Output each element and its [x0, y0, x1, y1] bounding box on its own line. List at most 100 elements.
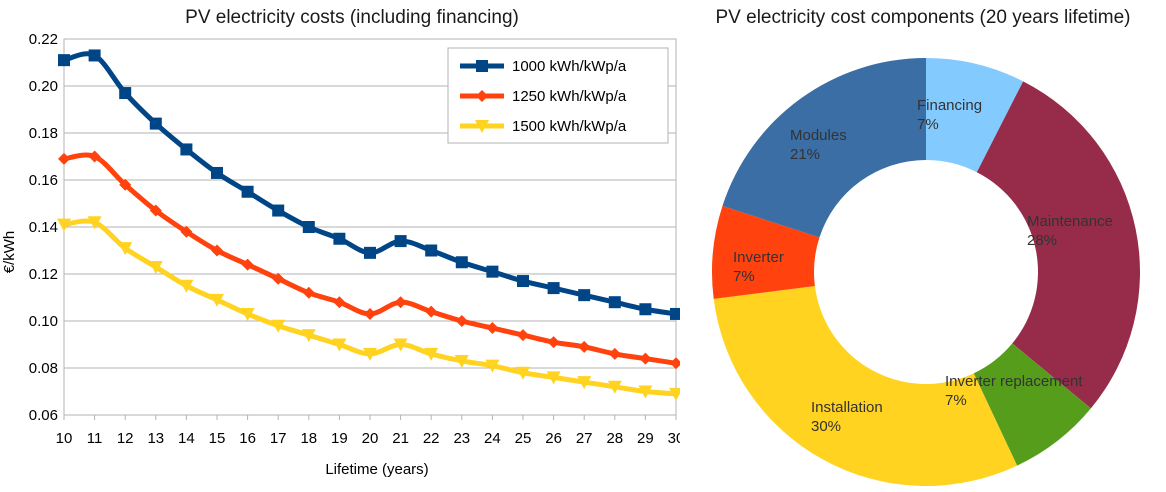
y-tick-label: 0.10 [29, 313, 58, 330]
legend-swatch-marker [475, 120, 489, 133]
data-point [148, 260, 163, 274]
slice-label: Installation 30% [811, 399, 883, 435]
legend-item: 1250 kWh/kWp/a [460, 88, 627, 105]
x-tick-label: 30 [668, 430, 680, 447]
donut-slice [722, 58, 926, 238]
data-point [639, 352, 652, 365]
x-tick-label: 28 [606, 430, 623, 447]
data-point [211, 244, 223, 257]
data-point [87, 216, 102, 230]
data-point [578, 340, 591, 353]
slice-percent: 7% [733, 268, 755, 285]
donut-slice [713, 286, 1018, 486]
slice-name: Modules [790, 127, 847, 144]
x-tick-label: 11 [87, 430, 103, 447]
data-point [210, 293, 224, 307]
data-point [424, 347, 439, 361]
x-tick-label: 15 [209, 430, 226, 447]
data-point [608, 296, 621, 309]
y-tick-label: 0.12 [29, 266, 58, 283]
data-point [364, 307, 376, 320]
legend-label: 1250 kWh/kWp/a [512, 88, 627, 105]
legend-item: 1500 kWh/kWp/a [460, 118, 627, 135]
data-point [119, 178, 132, 191]
x-tick-label: 13 [147, 430, 164, 447]
data-point [669, 387, 680, 401]
data-point [363, 347, 377, 361]
legend-label: 1000 kWh/kWp/a [512, 58, 627, 75]
data-point [486, 265, 499, 278]
data-point [638, 385, 653, 399]
slice-name: Maintenance [1027, 213, 1113, 230]
data-point [58, 152, 70, 165]
legend-label: 1500 kWh/kWp/a [512, 118, 627, 135]
donut-slice [976, 81, 1140, 409]
data-point [607, 380, 622, 394]
data-point [272, 204, 285, 217]
x-axis-label: Lifetime (years) [325, 461, 428, 478]
data-point [455, 256, 468, 269]
slice-label: Inverter replacement 7% [945, 373, 1083, 409]
data-point [149, 204, 162, 217]
x-tick-label: 18 [300, 430, 317, 447]
data-point [394, 235, 407, 248]
slice-label: Financing 7% [917, 97, 982, 133]
legend-swatch-marker [476, 60, 488, 72]
data-point [302, 221, 315, 233]
line-chart: PV electricity costs (including financin… [1, 7, 680, 478]
data-point [240, 307, 255, 321]
data-point [394, 296, 407, 309]
x-tick-label: 22 [423, 430, 440, 447]
x-tick-label: 21 [392, 430, 409, 447]
x-tick-label: 24 [484, 430, 501, 447]
data-point [119, 87, 132, 100]
data-point [333, 296, 346, 309]
data-point [516, 366, 530, 380]
x-tick-label: 27 [576, 430, 593, 447]
legend-swatch-marker [476, 90, 488, 102]
x-tick-label: 29 [637, 430, 654, 447]
data-point [364, 246, 376, 259]
legend: 1000 kWh/kWp/a 1250 kWh/kWp/a 1500 kWh/kWp… [447, 47, 669, 144]
slice-percent: 21% [790, 146, 820, 163]
x-tick-label: 25 [515, 430, 532, 447]
data-point [608, 347, 621, 360]
data-point [670, 357, 680, 370]
y-tick-label: 0.18 [29, 125, 58, 142]
data-point [547, 336, 560, 349]
data-point [517, 275, 529, 288]
data-point [301, 329, 316, 343]
data-point [393, 338, 408, 352]
slice-label: Modules 21% [790, 127, 847, 163]
data-point [577, 376, 592, 390]
series-1 [58, 150, 680, 370]
series-2 [57, 216, 680, 401]
slice-label: Inverter 7% [733, 249, 784, 285]
data-point [485, 359, 500, 373]
y-tick-label: 0.06 [29, 407, 58, 424]
y-tick-label: 0.22 [29, 31, 58, 48]
series-0 [58, 49, 680, 320]
data-point [486, 322, 499, 335]
slice-name: Installation [811, 399, 883, 416]
data-point [425, 244, 438, 257]
data-point [180, 143, 193, 156]
data-point [425, 305, 438, 318]
slice-percent: 30% [811, 418, 841, 435]
donut-chart: PV electricity cost components (20 years… [712, 7, 1140, 486]
donut-slice [712, 205, 820, 299]
y-tick-label: 0.16 [29, 172, 58, 189]
data-point [517, 329, 529, 342]
slice-percent: 28% [1027, 232, 1057, 249]
x-tick-label: 23 [453, 430, 470, 447]
y-tick-label: 0.20 [29, 78, 58, 95]
data-point [272, 272, 285, 285]
data-point [332, 338, 347, 352]
data-point [670, 307, 680, 320]
x-tick-label: 10 [56, 430, 73, 447]
data-point [179, 279, 194, 293]
data-point [454, 354, 469, 368]
slice-percent: 7% [917, 116, 939, 133]
data-point [333, 232, 346, 245]
data-point [241, 185, 254, 198]
